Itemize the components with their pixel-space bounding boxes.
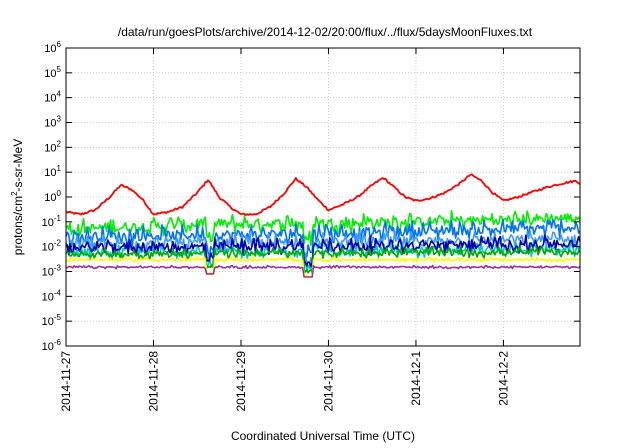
y-tick-label: 104: [44, 90, 61, 105]
series-line: [65, 245, 581, 274]
series-line: [65, 234, 581, 268]
y-tick-label: 10-6: [42, 338, 62, 353]
y-tick-label: 101: [44, 164, 61, 179]
y-axis-label: protons/cm2-s-sr-MeV: [10, 139, 25, 255]
series-line: [65, 209, 581, 246]
series-line: [65, 173, 581, 216]
x-tick-label: 2014-11-28: [146, 351, 160, 412]
y-axis-label-rest: -s-sr-MeV: [11, 139, 25, 192]
y-tick-label: 106: [44, 40, 61, 55]
x-tick-label: 2014-11-30: [321, 351, 335, 412]
y-tick-label: 10-4: [42, 288, 62, 303]
x-tick-label: 2014-12-2: [496, 351, 510, 406]
y-tick-label: 102: [44, 139, 61, 154]
y-tick-label: 10-5: [42, 313, 62, 328]
x-axis-ticks: 2014-11-27 2014-11-28 2014-11-29 2014-11-30…: [59, 48, 510, 412]
y-axis-label-unit: protons/cm: [11, 196, 25, 255]
y-tick-label: 10-3: [42, 264, 62, 279]
y-tick-label: 10-1: [42, 214, 62, 229]
series-line: [65, 256, 581, 278]
x-tick-label: 2014-11-27: [59, 351, 73, 412]
y-axis-label-power: 2: [10, 191, 19, 196]
series-lines: [65, 173, 581, 278]
series-line: [65, 264, 581, 278]
y-tick-label: 10-2: [42, 239, 62, 254]
y-tick-label: 103: [44, 115, 61, 130]
y-axis-ticks: 106 105 104 103 102 101 100 10-1 10-2 10-3 10-4 10-…: [42, 40, 580, 353]
x-axis-label: Coordinated Universal Time (UTC): [231, 429, 415, 443]
y-tick-label: 105: [44, 65, 61, 80]
plot-frame: [65, 47, 581, 347]
y-tick-label: 100: [44, 189, 61, 204]
x-tick-label: 2014-12-1: [409, 351, 423, 406]
chart-title: /data/run/goesPlots/archive/2014-12-02/2…: [118, 25, 533, 39]
x-tick-label: 2014-11-29: [234, 351, 248, 412]
grid-lines: [66, 48, 580, 346]
